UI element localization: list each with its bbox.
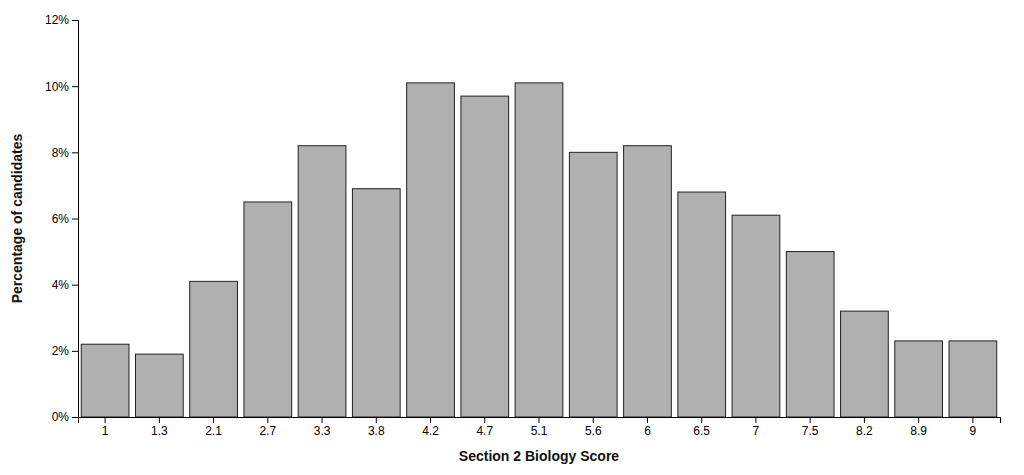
bar (515, 83, 563, 417)
y-tick-mark (72, 219, 78, 220)
x-tick: 1 (102, 417, 109, 438)
x-tick: 7.5 (802, 417, 819, 438)
y-tick-label: 2% (52, 344, 70, 358)
x-tick-mark (267, 417, 268, 423)
bar (624, 146, 672, 417)
y-tick: 2% (52, 344, 78, 358)
y-axis-title: Percentage of candidates (9, 133, 25, 303)
x-tick: 6 (644, 417, 651, 438)
x-axis-title: Section 2 Biology Score (459, 448, 619, 464)
x-tick-label: 2.1 (205, 424, 222, 438)
x-tick-mark (484, 417, 485, 423)
x-tick-label: 2.7 (259, 424, 276, 438)
x-tick-label: 5.6 (585, 424, 602, 438)
x-tick-mark (972, 417, 973, 423)
x-tick-mark (376, 417, 377, 423)
x-tick-label: 5.1 (531, 424, 548, 438)
y-tick-mark (72, 351, 78, 352)
plot: 1 1.3 2.1 2.7 3.3 3.8 4.2 4.7 5.1 5.6 6 6.5 7 7.5 8.2 8… (9, 13, 1001, 464)
x-tick: 3.8 (368, 417, 385, 438)
x-tick: 4.7 (476, 417, 493, 438)
bar (298, 146, 346, 417)
x-tick-label: 8.2 (856, 424, 873, 438)
x-tick-label: 7 (753, 424, 760, 438)
y-tick-mark (72, 285, 78, 286)
x-tick-label: 4.2 (422, 424, 439, 438)
bar (895, 341, 943, 417)
y-tick: 0% (52, 410, 78, 424)
x-tick-mark (701, 417, 702, 423)
x-tick-mark (593, 417, 594, 423)
x-tick-label: 1.3 (151, 424, 168, 438)
y-tick-label: 4% (52, 278, 70, 292)
y-tick: 6% (52, 212, 78, 226)
x-tick-label: 3.3 (314, 424, 331, 438)
x-tick-mark (539, 417, 540, 423)
x-tick: 8.9 (910, 417, 927, 438)
bar (569, 152, 617, 417)
axis-line (79, 418, 1001, 424)
x-tick: 9 (970, 417, 977, 438)
x-axis: 1 1.3 2.1 2.7 3.3 3.8 4.2 4.7 5.1 5.6 6 6.5 7 7.5 8.2 8… (79, 417, 1001, 438)
bar (461, 96, 509, 417)
y-tick-mark (72, 417, 78, 418)
bar (949, 341, 997, 417)
x-tick-mark (322, 417, 323, 423)
x-tick-label: 3.8 (368, 424, 385, 438)
y-tick-label: 6% (52, 212, 70, 226)
chart: 1 1.3 2.1 2.7 3.3 3.8 4.2 4.7 5.1 5.6 6 6.5 7 7.5 8.2 8… (0, 0, 1024, 475)
x-tick-label: 1 (102, 424, 109, 438)
y-tick: 8% (52, 146, 78, 160)
x-tick: 2.7 (259, 417, 276, 438)
x-tick-label: 6.5 (693, 424, 710, 438)
x-tick-mark (430, 417, 431, 423)
bar (678, 192, 726, 417)
y-tick-label: 10% (45, 80, 69, 94)
x-tick-mark (918, 417, 919, 423)
x-tick-mark (647, 417, 648, 423)
bar (786, 252, 834, 417)
x-tick: 7 (753, 417, 760, 438)
bar (732, 215, 780, 417)
x-tick: 5.6 (585, 417, 602, 438)
x-tick-label: 4.7 (476, 424, 493, 438)
bar (841, 311, 889, 417)
x-tick-label: 8.9 (910, 424, 927, 438)
x-tick-mark (810, 417, 811, 423)
bar (352, 189, 400, 417)
y-tick: 4% (52, 278, 78, 292)
x-tick-mark (105, 417, 106, 423)
x-tick-label: 6 (644, 424, 651, 438)
x-tick: 8.2 (856, 417, 873, 438)
x-tick: 3.3 (314, 417, 331, 438)
bar (190, 281, 238, 417)
x-tick-mark (755, 417, 756, 423)
y-tick-mark (72, 152, 78, 153)
x-tick: 6.5 (693, 417, 710, 438)
x-tick-mark (159, 417, 160, 423)
y-tick-label: 12% (45, 13, 69, 27)
y-tick-label: 0% (52, 410, 70, 424)
y-axis: 0% 2% 4% 6% 8% 10% 12% (45, 13, 79, 424)
x-tick-mark (213, 417, 214, 423)
y-tick: 10% (45, 80, 78, 94)
x-tick: 1.3 (151, 417, 168, 438)
x-tick: 5.1 (531, 417, 548, 438)
axis-line (72, 21, 79, 418)
y-tick-label: 8% (52, 146, 70, 160)
y-tick-mark (72, 20, 78, 21)
x-tick-label: 9 (970, 424, 977, 438)
bars (81, 83, 996, 417)
x-tick: 4.2 (422, 417, 439, 438)
x-tick: 2.1 (205, 417, 222, 438)
bar (135, 354, 183, 417)
x-tick-label: 7.5 (802, 424, 819, 438)
bar (244, 202, 292, 417)
bar (407, 83, 455, 417)
bar (81, 344, 129, 417)
y-tick: 12% (45, 13, 78, 27)
y-tick-mark (72, 86, 78, 87)
x-tick-mark (864, 417, 865, 423)
